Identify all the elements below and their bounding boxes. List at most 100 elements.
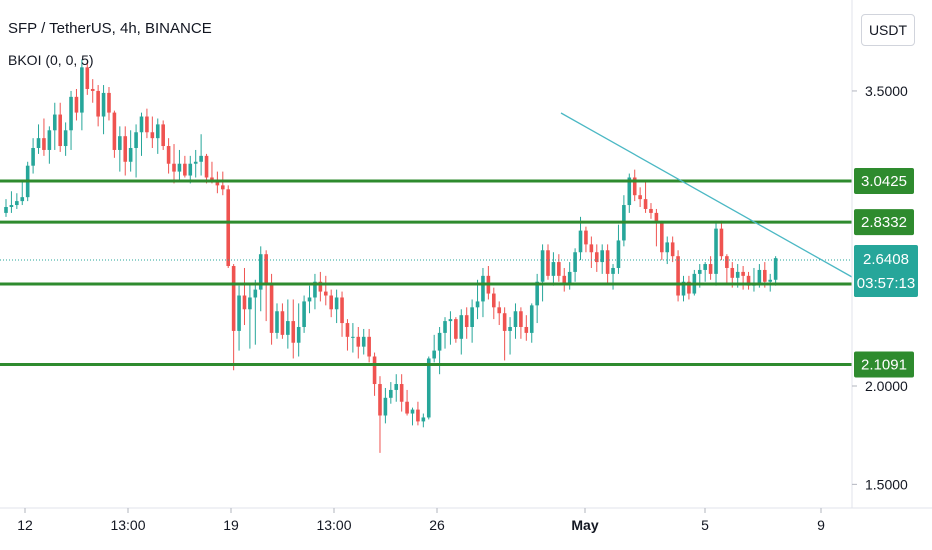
candle-body	[475, 301, 480, 308]
candle-body	[524, 326, 529, 333]
candle-body	[9, 205, 14, 208]
currency-button[interactable]: USDT	[861, 14, 915, 46]
candle-body	[464, 315, 469, 327]
candle-body	[96, 90, 100, 117]
candle-body	[291, 321, 296, 343]
candle-body	[676, 256, 680, 296]
candle-body	[632, 177, 637, 196]
candle-body	[134, 132, 138, 148]
drawings-layer[interactable]	[0, 112, 853, 367]
candle-body	[20, 197, 25, 202]
candle-body	[443, 321, 447, 333]
candle-body	[681, 281, 686, 296]
candle-body	[372, 356, 377, 385]
candle-body	[405, 401, 409, 414]
candle-body	[497, 307, 502, 314]
level-price-tag	[854, 167, 914, 194]
candle-body	[188, 163, 193, 176]
candle-body	[221, 185, 225, 190]
candle-body	[210, 177, 214, 180]
candle-body	[253, 289, 258, 298]
candle-body	[437, 332, 442, 351]
candle-body	[161, 124, 165, 147]
candle-body	[529, 305, 534, 333]
candle-body	[768, 279, 773, 282]
level-price-label: 2.8332	[861, 214, 907, 231]
candle-body	[269, 283, 274, 333]
candle-body	[600, 250, 604, 263]
candle-body	[757, 269, 762, 284]
candle-body	[107, 92, 111, 113]
candle-body	[763, 269, 767, 282]
candle-body	[166, 146, 171, 164]
time-axis[interactable]: 12 13:00 19 13:00 26 May 5 9	[0, 507, 932, 533]
candle-body	[90, 88, 95, 91]
candle-body	[719, 228, 724, 257]
candle-body	[264, 254, 268, 284]
symbol-title[interactable]: SFP / TetherUS, 4h, BINANCE	[8, 20, 212, 37]
candle-body	[329, 295, 333, 310]
candle-body	[155, 124, 160, 139]
candle-body	[470, 307, 474, 327]
candle-body	[513, 311, 518, 327]
candle-body	[361, 336, 366, 347]
price-axis[interactable]: 3.5000 2.0000 1.5000	[851, 0, 908, 508]
candle-body	[649, 208, 653, 213]
candle-body	[351, 336, 355, 338]
candle-body	[313, 281, 317, 298]
candle-body	[356, 336, 361, 347]
candle-body	[578, 230, 583, 253]
indicator-legend[interactable]: BKOI (0, 0, 5)	[8, 52, 94, 68]
trend-line[interactable]	[560, 112, 853, 278]
candle-body	[296, 326, 301, 343]
candle-body	[378, 384, 382, 416]
candle-body	[248, 297, 252, 310]
price-tick-label: 1.5000	[865, 476, 908, 492]
candle-body	[226, 189, 231, 267]
candle-body	[594, 252, 599, 263]
candle-body	[714, 228, 718, 274]
candle-body	[562, 275, 567, 284]
candle-body	[730, 267, 735, 278]
candle-body	[741, 271, 745, 276]
candle-body	[80, 67, 84, 113]
candle-body	[540, 250, 545, 282]
candle-body	[150, 132, 155, 139]
candle-body	[508, 326, 512, 331]
candle-body	[286, 321, 290, 335]
candle-body	[367, 336, 371, 357]
candle-body	[654, 212, 659, 223]
candle-body	[627, 177, 632, 206]
time-tick-label: 13:00	[316, 517, 351, 533]
candle-body	[101, 92, 106, 117]
candle-body	[589, 244, 594, 253]
candle-body	[258, 254, 263, 290]
candle-body	[15, 201, 19, 206]
candle-body	[410, 409, 415, 414]
candle-body	[703, 264, 707, 270]
level-price-tag	[854, 351, 914, 378]
candle-body	[708, 264, 713, 274]
candle-body	[746, 275, 751, 286]
candle-body	[660, 222, 664, 253]
price-tick-label: 2.0000	[865, 378, 908, 394]
candle-body	[605, 250, 610, 274]
last-price-label: 2.6408	[863, 251, 909, 268]
candle-body	[399, 384, 404, 402]
candle-body	[773, 258, 778, 280]
candle-body	[31, 147, 35, 166]
candle-body	[735, 271, 740, 278]
candle-body	[112, 112, 117, 150]
bar-countdown-label: 03:57:13	[857, 275, 915, 292]
candle-body	[69, 96, 73, 131]
candle-body	[448, 319, 453, 322]
time-tick-label: 5	[701, 517, 709, 533]
candle-body	[307, 297, 312, 302]
time-tick-label: 12	[17, 517, 33, 533]
candle-body	[42, 138, 46, 150]
candle-body	[85, 67, 90, 89]
time-tick-label: 13:00	[110, 517, 145, 533]
candle-body	[567, 271, 572, 284]
